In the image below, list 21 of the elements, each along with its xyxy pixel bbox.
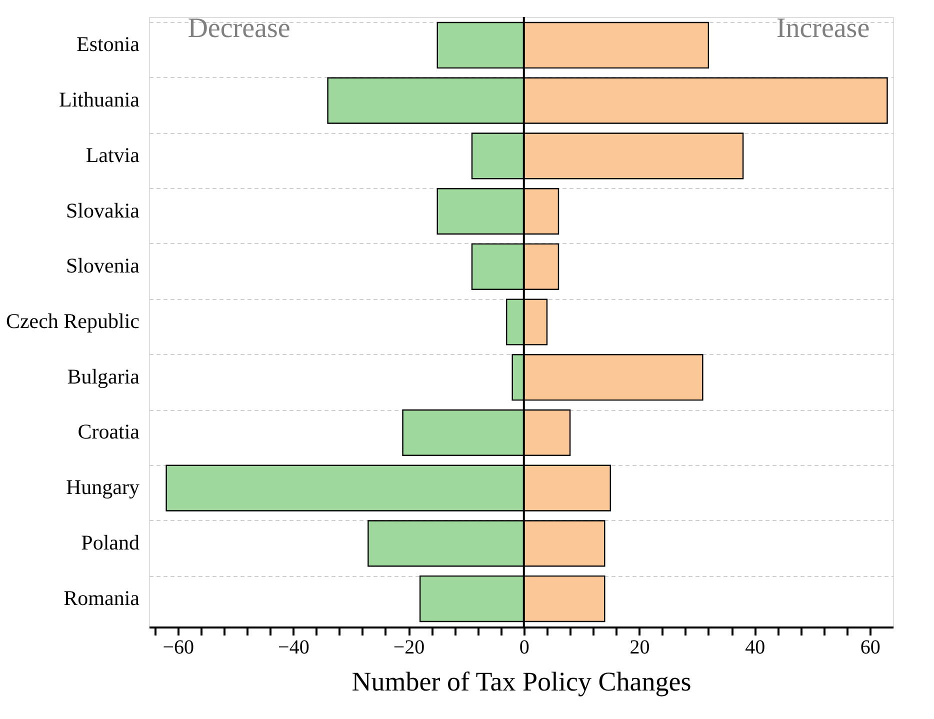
y-tick-label: Czech Republic bbox=[6, 309, 140, 333]
y-tick-label: Bulgaria bbox=[67, 364, 140, 388]
y-tick-label: Estonia bbox=[76, 32, 140, 56]
y-tick-label: Croatia bbox=[78, 420, 140, 444]
y-tick-label: Slovakia bbox=[66, 198, 140, 222]
y-tick-label: Romania bbox=[64, 586, 140, 610]
y-tick-label: Hungary bbox=[66, 475, 140, 500]
x-tick-label: 40 bbox=[745, 636, 766, 658]
y-tick-label: Poland bbox=[81, 530, 140, 554]
y-tick-label: Latvia bbox=[86, 142, 140, 167]
y-tick-label: Lithuania bbox=[59, 88, 140, 112]
annotation: Decrease bbox=[188, 13, 290, 44]
x-tick-label: −20 bbox=[393, 636, 425, 658]
annotation: Increase bbox=[776, 13, 870, 44]
x-tick-label: 0 bbox=[519, 636, 530, 658]
x-tick-label: −60 bbox=[162, 636, 194, 658]
x-tick-label: 20 bbox=[630, 636, 650, 658]
x-tick-label: 60 bbox=[860, 636, 880, 658]
x-axis-title: Number of Tax Policy Changes bbox=[352, 666, 692, 696]
x-tick-label: −40 bbox=[278, 636, 310, 658]
y-tick-label: Slovenia bbox=[66, 254, 140, 278]
